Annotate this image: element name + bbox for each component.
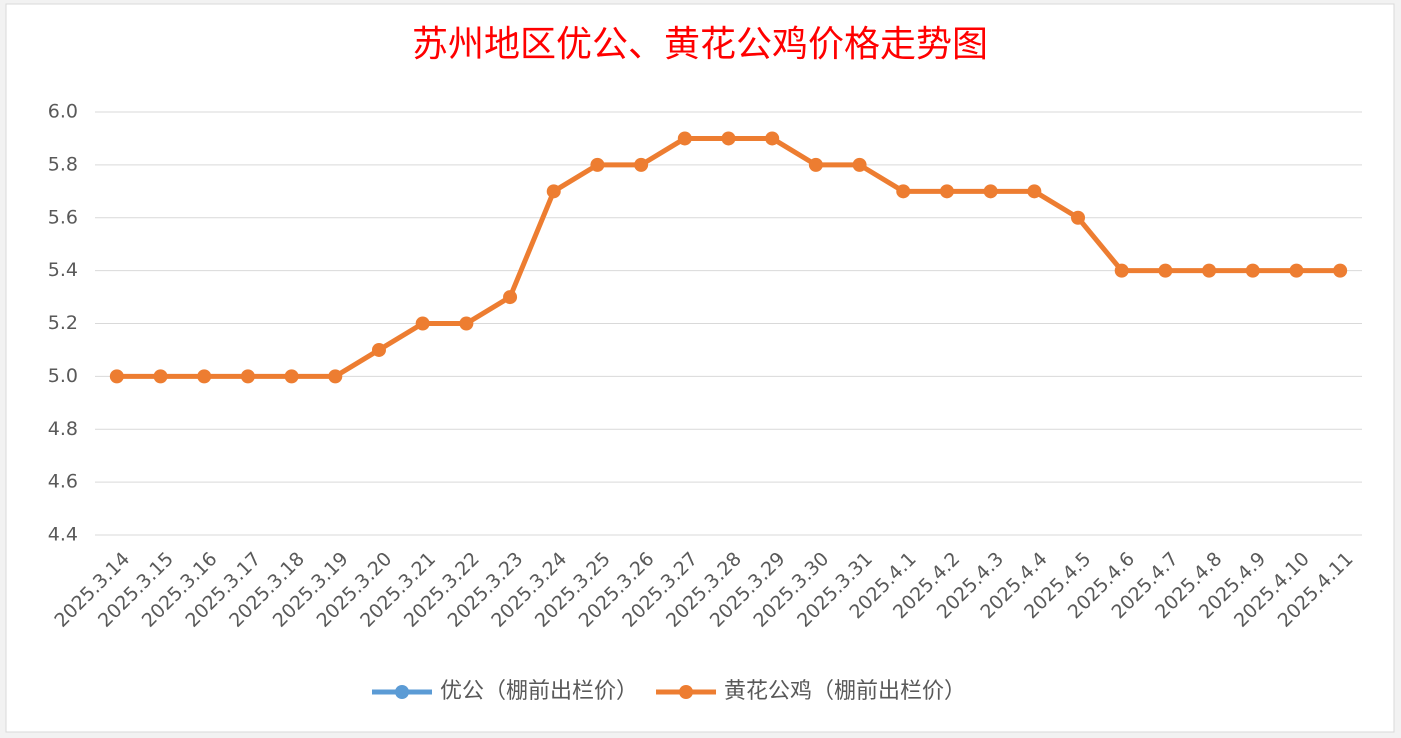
legend-marker	[395, 685, 409, 699]
y-tick-label: 5.4	[48, 259, 78, 281]
series-marker	[1289, 263, 1304, 278]
chart-title: 苏州地区优公、黄花公鸡价格走势图	[412, 24, 988, 65]
legend-label: 黄花公鸡（棚前出栏价）	[724, 679, 966, 704]
y-tick-label: 6.0	[48, 101, 78, 123]
series-marker	[109, 369, 124, 384]
series-marker	[240, 369, 255, 384]
series-marker	[371, 342, 386, 357]
y-tick-label: 4.6	[48, 471, 78, 493]
series-marker	[1333, 263, 1348, 278]
series-marker	[546, 184, 561, 199]
series-marker	[721, 131, 736, 146]
y-tick-label: 5.2	[48, 312, 78, 334]
series-marker	[415, 316, 430, 331]
series-marker	[983, 184, 998, 199]
series-marker	[284, 369, 299, 384]
series-marker	[1071, 210, 1086, 225]
series-marker	[765, 131, 780, 146]
series-marker	[634, 157, 649, 172]
y-tick-label: 5.0	[48, 365, 78, 387]
y-tick-label: 4.8	[48, 418, 78, 440]
series-marker	[852, 157, 867, 172]
series-marker	[503, 290, 518, 305]
chart-area	[5, 3, 1395, 733]
series-marker	[1027, 184, 1042, 199]
series-marker	[808, 157, 823, 172]
series-marker	[153, 369, 168, 384]
legend-marker	[679, 685, 694, 699]
series-marker	[459, 316, 474, 331]
y-tick-label: 5.6	[48, 206, 78, 228]
series-marker	[1114, 263, 1129, 278]
legend-label: 优公（棚前出栏价）	[440, 679, 638, 704]
series-marker	[1202, 263, 1217, 278]
series-marker	[1245, 263, 1260, 278]
series-marker	[590, 157, 605, 172]
y-tick-label: 5.8	[48, 153, 78, 175]
series-marker	[677, 131, 692, 146]
series-marker	[896, 184, 911, 199]
series-marker	[1158, 263, 1173, 278]
series-marker	[197, 369, 212, 384]
series-marker	[939, 184, 954, 199]
series-marker	[328, 369, 343, 384]
y-tick-label: 4.4	[48, 524, 78, 546]
